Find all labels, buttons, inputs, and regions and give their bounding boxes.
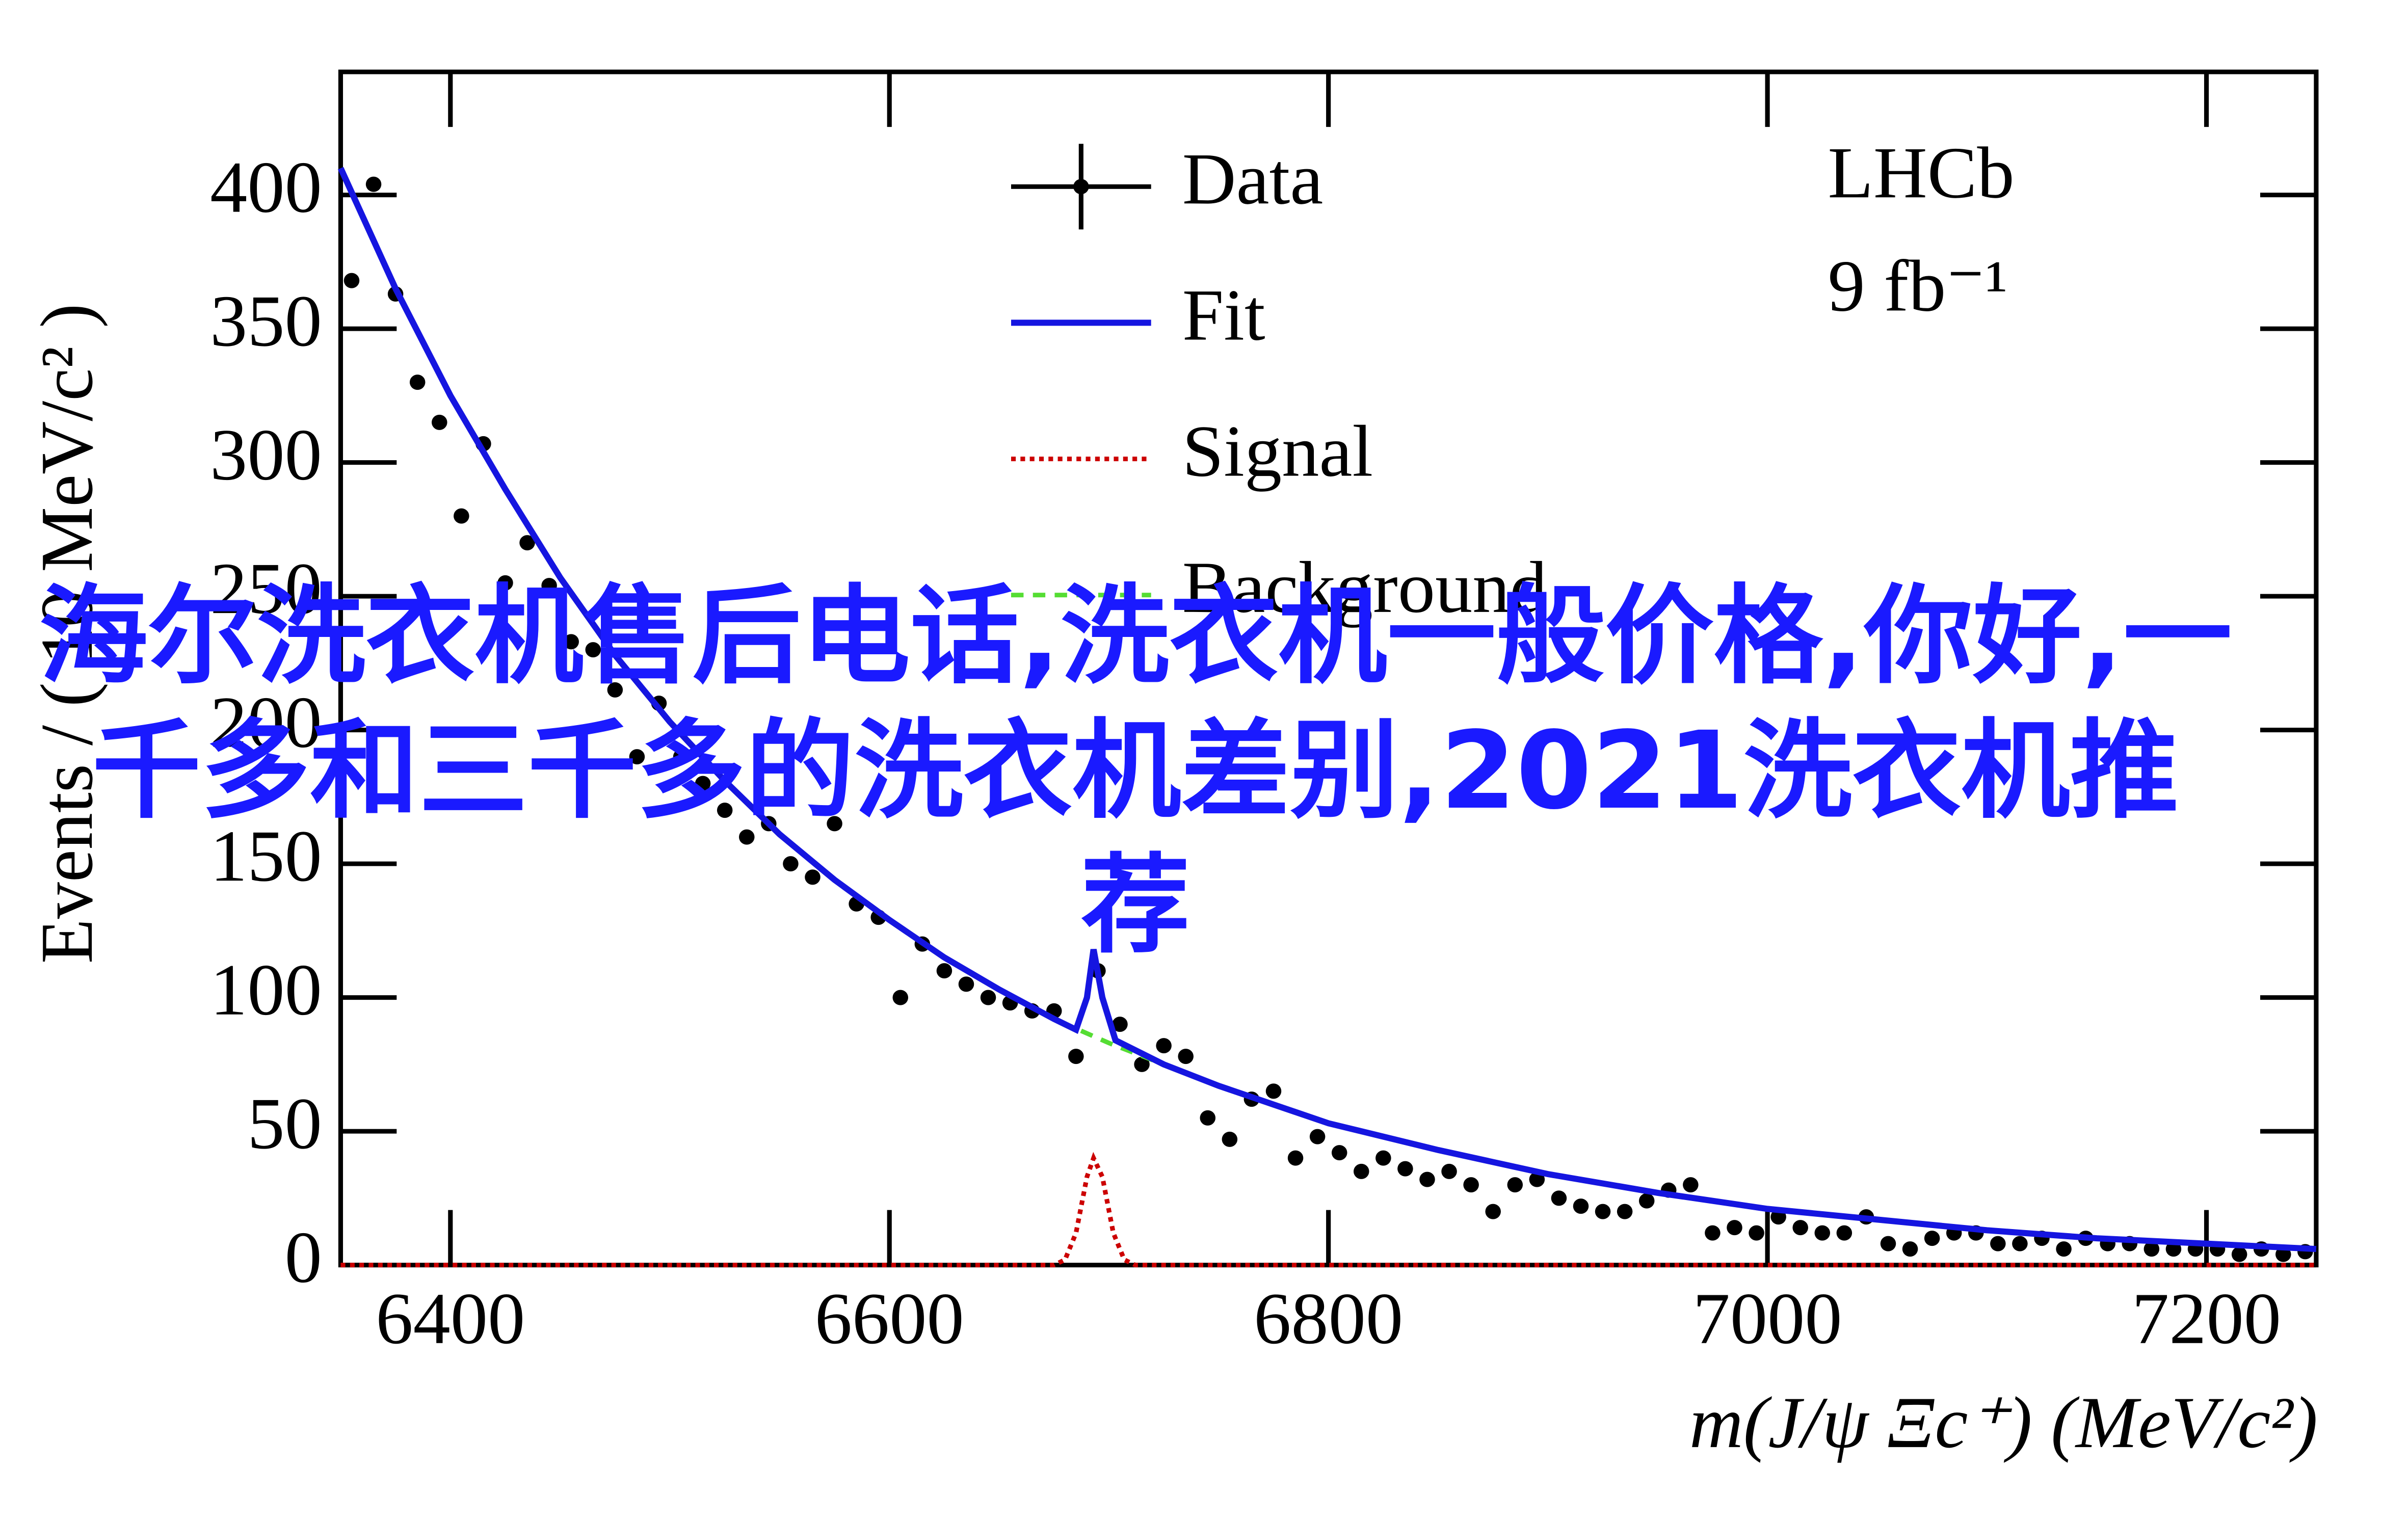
data-point [1792, 1220, 1808, 1236]
x-tick-label: 6600 [815, 1278, 964, 1360]
y-tick-label: 50 [247, 1083, 322, 1164]
data-point [1287, 1150, 1304, 1166]
data-point [1441, 1163, 1457, 1179]
annotation: LHCb [1828, 132, 2014, 214]
data-point [365, 176, 382, 192]
data-point [1485, 1204, 1501, 1219]
data-point [1814, 1225, 1831, 1241]
data-point [629, 749, 645, 765]
y-tick-label: 350 [210, 281, 322, 362]
data-point [1178, 1049, 1194, 1064]
data-point [585, 642, 601, 658]
data-point [1595, 1204, 1611, 1219]
data-point [1419, 1171, 1435, 1187]
data-point [1134, 1056, 1150, 1072]
x-tick-label: 6400 [376, 1278, 525, 1360]
data-point [1222, 1131, 1238, 1147]
data-point [1836, 1225, 1853, 1241]
series-line [340, 1152, 2316, 1268]
data-point [1924, 1231, 1940, 1246]
data-point [1617, 1204, 1633, 1219]
annotation: 9 fb⁻¹ [1828, 246, 2007, 327]
x-tick-label: 7200 [2132, 1278, 2281, 1360]
data-point [936, 963, 952, 979]
legend-swatch [1073, 179, 1089, 195]
data-point [2144, 1241, 2160, 1257]
y-tick-label: 150 [210, 816, 322, 897]
data-point [1638, 1193, 1655, 1209]
data-point [2012, 1236, 2028, 1251]
data-point [1354, 1163, 1369, 1179]
data-point [1749, 1225, 1764, 1241]
data-point [827, 816, 842, 832]
data-point [432, 414, 447, 430]
data-point [717, 803, 733, 818]
data-point [1507, 1177, 1523, 1193]
data-point [958, 976, 974, 992]
data-point [695, 776, 711, 791]
data-point [1265, 1083, 1282, 1099]
data-point [1112, 1017, 1128, 1032]
data-point [343, 273, 360, 288]
legend-label: Signal [1182, 411, 1373, 492]
y-tick-label: 250 [210, 548, 322, 629]
data-point [1727, 1220, 1742, 1236]
data-point [409, 375, 426, 390]
data-point [1551, 1190, 1567, 1206]
data-point [541, 578, 557, 594]
y-tick-label: 300 [210, 415, 322, 496]
x-tick-label: 7000 [1693, 1278, 1842, 1360]
data-point [892, 990, 909, 1005]
data-point [1902, 1241, 1918, 1257]
data-point [1397, 1161, 1413, 1177]
data-point [739, 829, 755, 845]
data-point [1463, 1177, 1479, 1193]
data-point [1990, 1236, 2006, 1251]
data-point [1156, 1038, 1172, 1054]
data-point [1880, 1236, 1896, 1251]
data-point [673, 749, 689, 765]
data-point [1683, 1177, 1699, 1193]
data-point [519, 535, 535, 551]
data-point [1309, 1129, 1326, 1144]
legend-label: Fit [1182, 275, 1265, 356]
data-point [497, 575, 513, 591]
data-point [1331, 1145, 1347, 1161]
overlay-text: 海尔洗衣机售后电话,洗衣机一般价格,你好,一千多和三千多的洗衣机差别,2021洗… [39, 573, 2232, 969]
legend-label: Data [1182, 139, 1324, 220]
y-tick-label: 200 [210, 682, 322, 763]
data-point [1200, 1110, 1216, 1126]
y-tick-label: 400 [210, 147, 322, 228]
data-point [980, 990, 996, 1005]
data-point [805, 869, 821, 885]
x-axis-label: m(J/ψ Ξc⁺) (MeV/c²) [1689, 1382, 2318, 1463]
data-point [454, 508, 469, 524]
data-point [1573, 1198, 1589, 1214]
y-tick-label: 0 [285, 1217, 322, 1298]
data-point [563, 634, 579, 650]
x-tick-label: 6800 [1254, 1278, 1403, 1360]
y-axis-label: Events / ( 10 MeV/c² ) [26, 304, 108, 964]
data-point [1705, 1225, 1721, 1241]
series-line [337, 167, 2317, 1252]
data-point [1375, 1150, 1391, 1166]
data-point [607, 682, 623, 698]
y-tick-label: 100 [210, 950, 322, 1031]
data-point [2056, 1241, 2072, 1257]
legend-label: Background [1182, 547, 1547, 628]
data-point [783, 856, 799, 872]
data-point [2231, 1246, 2247, 1262]
data-point [1068, 1049, 1084, 1064]
